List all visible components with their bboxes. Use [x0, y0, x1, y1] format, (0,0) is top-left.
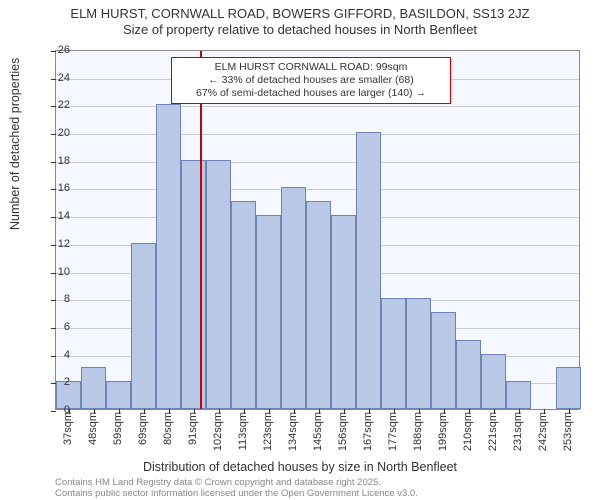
histogram-bar [106, 381, 131, 409]
xtick-label: 221sqm [487, 412, 499, 451]
xtick-label: 199sqm [437, 412, 449, 451]
xtick-label: 37sqm [62, 412, 74, 445]
xtick-label: 113sqm [237, 412, 249, 450]
histogram-bar [231, 201, 256, 409]
xtick-label: 59sqm [112, 412, 124, 445]
xtick-label: 91sqm [187, 412, 199, 445]
xtick-label: 167sqm [362, 412, 374, 451]
plot-area: ELM HURST CORNWALL ROAD: 99sqm ← 33% of … [55, 50, 580, 410]
ytick-label: 8 [40, 293, 70, 305]
ytick-label: 18 [40, 155, 70, 167]
histogram-bar [506, 381, 531, 409]
xtick-label: 69sqm [137, 412, 149, 445]
xtick-label: 123sqm [262, 412, 274, 451]
ytick-label: 12 [40, 238, 70, 250]
xtick-label: 134sqm [287, 412, 299, 451]
y-axis-label: Number of detached properties [8, 58, 22, 230]
annotation-line-1: ELM HURST CORNWALL ROAD: 99sqm [178, 61, 444, 74]
ytick-label: 10 [40, 266, 70, 278]
histogram-bar [431, 312, 456, 409]
xtick-label: 210sqm [462, 412, 474, 451]
histogram-bar [381, 298, 406, 409]
xtick-label: 102sqm [212, 412, 224, 451]
ytick-label: 0 [40, 404, 70, 416]
xtick-label: 242sqm [537, 412, 549, 451]
histogram-bar [331, 215, 356, 409]
histogram-bar [131, 243, 156, 409]
histogram-bar [456, 340, 481, 409]
ytick-label: 2 [40, 376, 70, 388]
ytick-label: 22 [40, 99, 70, 111]
xtick-label: 253sqm [562, 412, 574, 451]
annotation-box: ELM HURST CORNWALL ROAD: 99sqm ← 33% of … [171, 57, 451, 104]
marker-line [200, 51, 202, 409]
x-axis-label: Distribution of detached houses by size … [0, 460, 600, 474]
histogram-bar [356, 132, 381, 409]
footer-line-2: Contains public sector information licen… [55, 489, 418, 500]
histogram-bar [206, 160, 231, 409]
histogram-bar [281, 187, 306, 409]
histogram-bar [181, 160, 206, 409]
histogram-bar [81, 367, 106, 409]
ytick-label: 14 [40, 210, 70, 222]
xtick-label: 177sqm [387, 412, 399, 451]
xtick-label: 231sqm [512, 412, 524, 451]
histogram-bar [481, 354, 506, 409]
histogram-bar [256, 215, 281, 409]
footer: Contains HM Land Registry data © Crown c… [55, 478, 418, 500]
annotation-line-3: 67% of semi-detached houses are larger (… [178, 87, 444, 100]
title-line-2: Size of property relative to detached ho… [0, 22, 600, 38]
xtick-label: 80sqm [162, 412, 174, 445]
ytick-label: 4 [40, 349, 70, 361]
histogram-bar [406, 298, 431, 409]
ytick-label: 24 [40, 72, 70, 84]
ytick-label: 6 [40, 321, 70, 333]
xtick-label: 48sqm [87, 412, 99, 445]
ytick-label: 20 [40, 127, 70, 139]
ytick-label: 16 [40, 182, 70, 194]
annotation-line-2: ← 33% of detached houses are smaller (68… [178, 74, 444, 87]
xtick-label: 145sqm [312, 412, 324, 451]
title-line-1: ELM HURST, CORNWALL ROAD, BOWERS GIFFORD… [0, 6, 600, 22]
histogram-bar [156, 104, 181, 409]
xtick-label: 156sqm [337, 412, 349, 451]
plot-area-wrap: ELM HURST CORNWALL ROAD: 99sqm ← 33% of … [55, 50, 580, 410]
xtick-label: 188sqm [412, 412, 424, 451]
histogram-bar [306, 201, 331, 409]
ytick-label: 26 [40, 44, 70, 56]
histogram-bar [556, 367, 581, 409]
